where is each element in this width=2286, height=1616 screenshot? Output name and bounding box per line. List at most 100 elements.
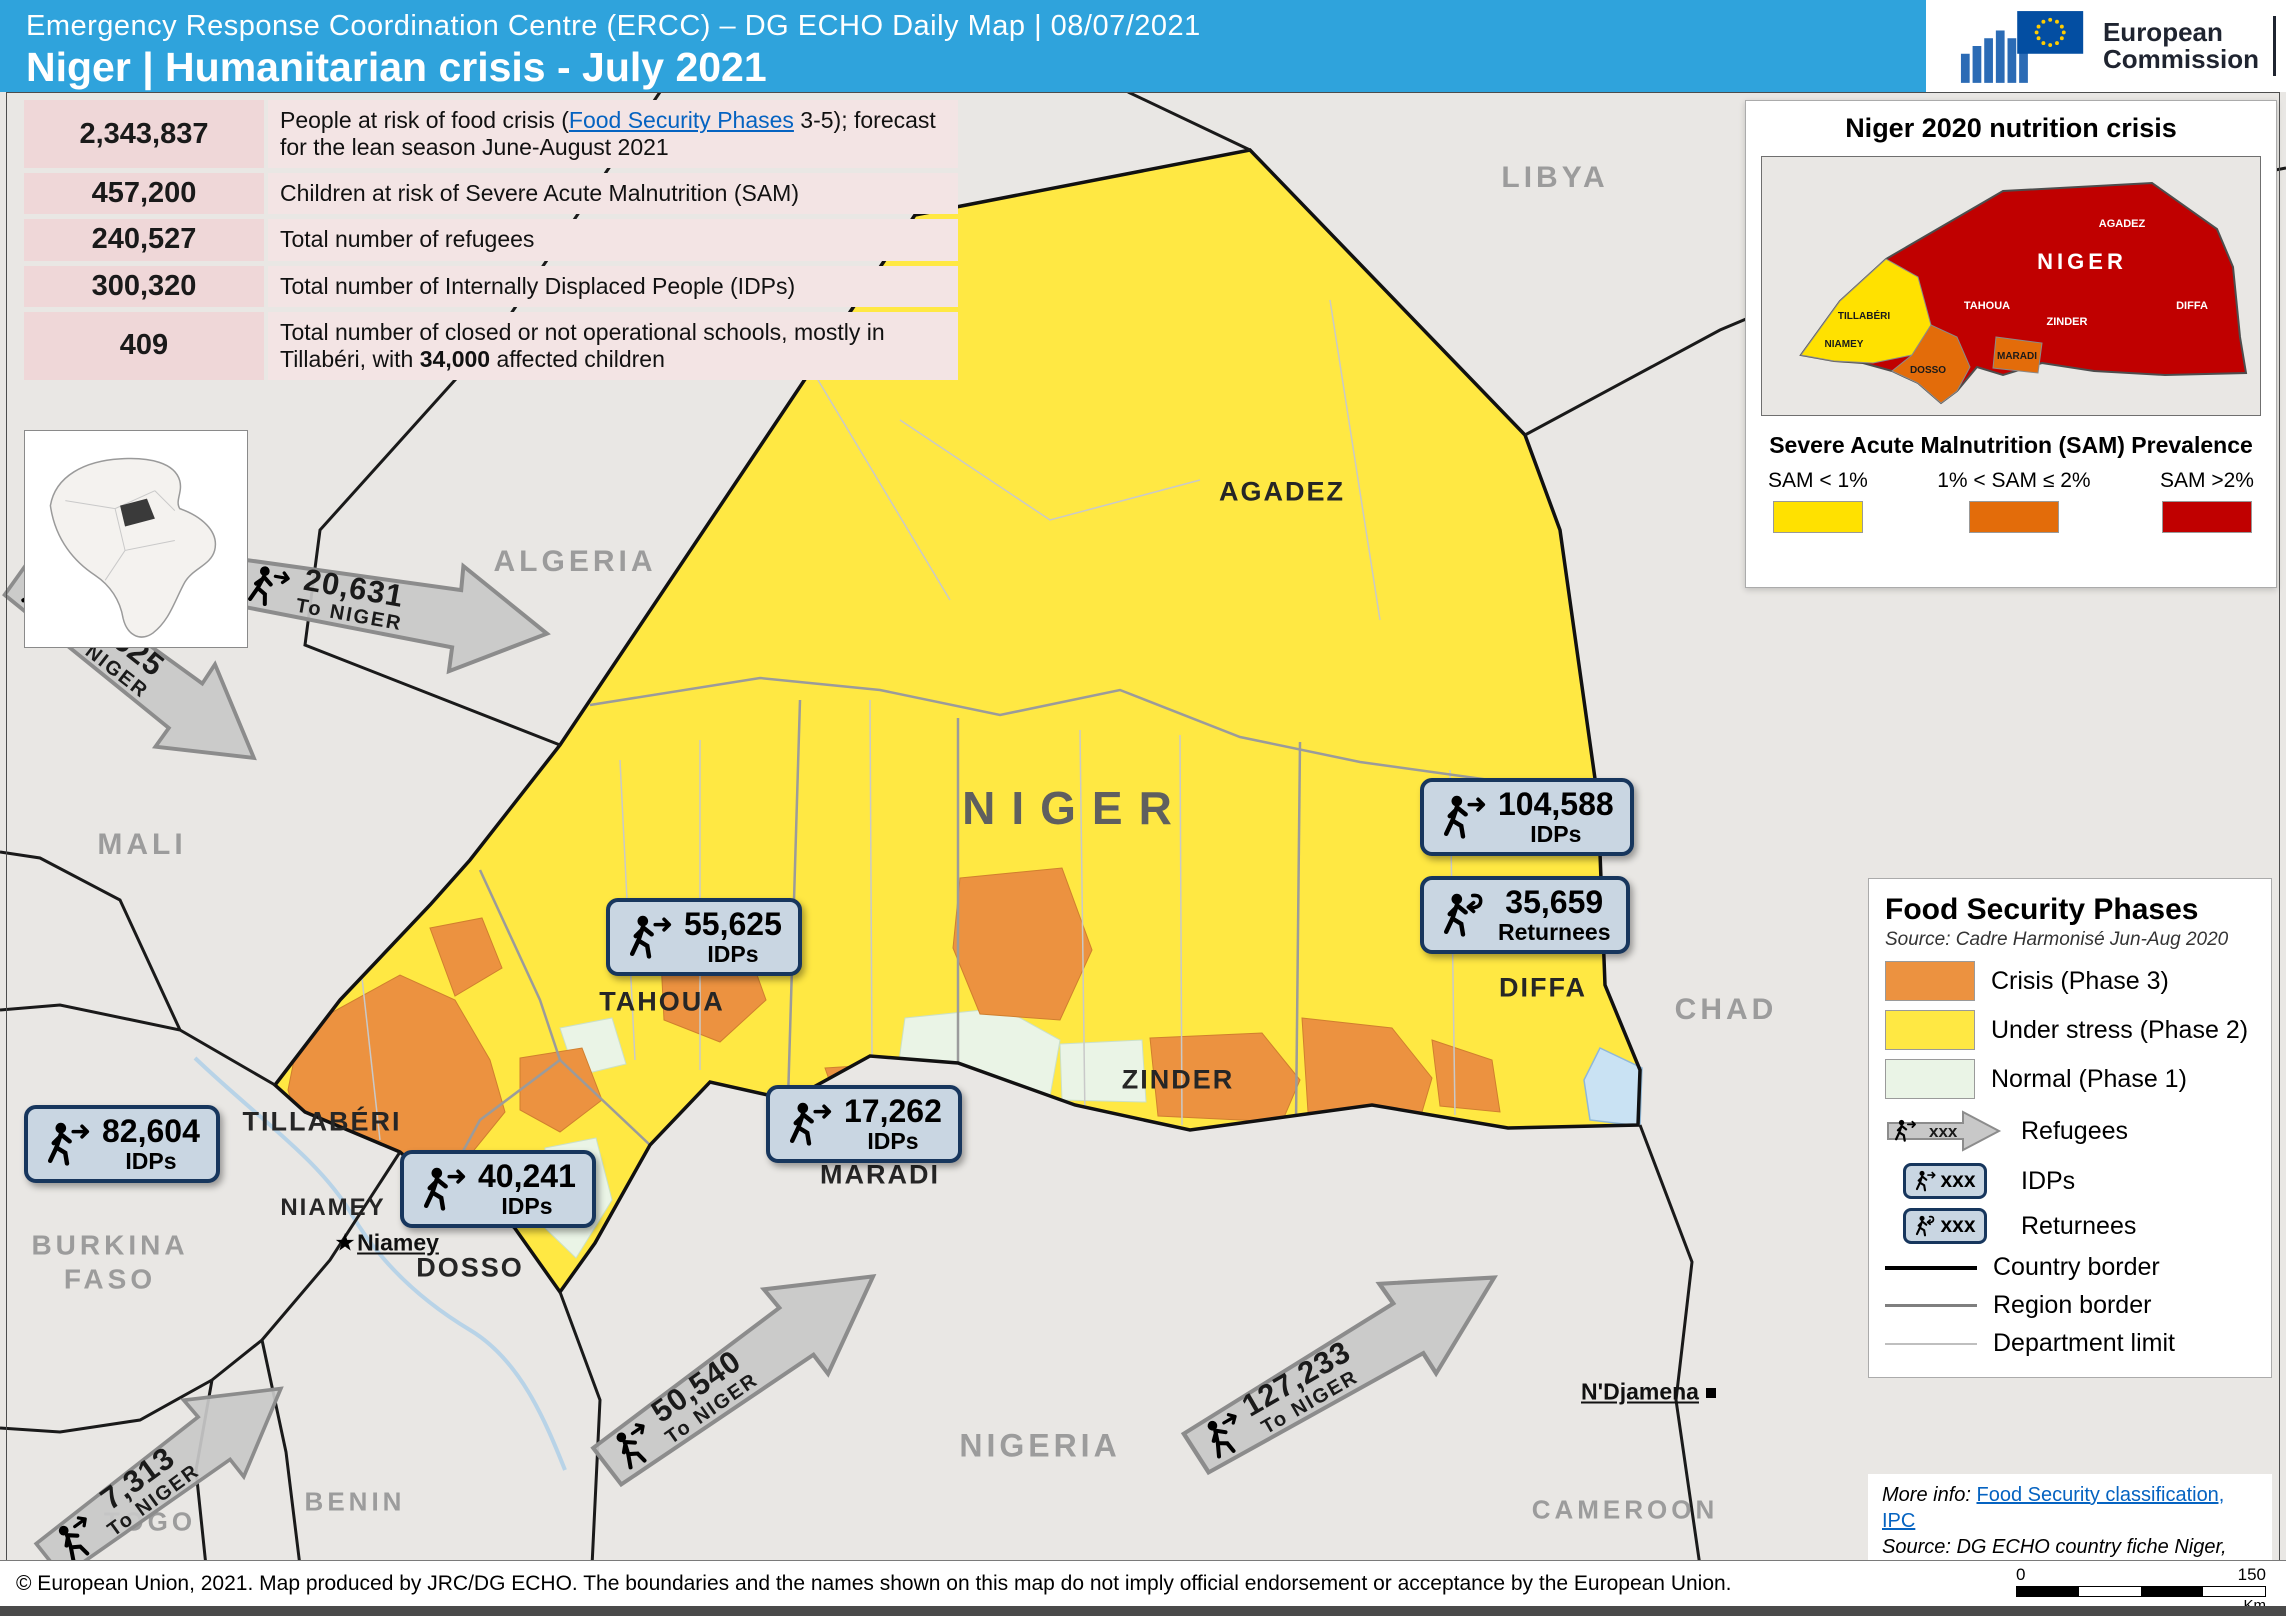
scale-end: 150: [2237, 1565, 2266, 1584]
country-label-nigeria: NIGERIA: [959, 1427, 1121, 1464]
nutrition-label-niamey: NIAMEY: [1825, 339, 1864, 350]
idp-person-icon: [44, 1121, 90, 1167]
idp-count: 82,604: [102, 1113, 200, 1149]
idp-label: IDPs: [867, 1127, 919, 1154]
refugee-person-icon: [1196, 1407, 1253, 1464]
region-label-dosso: DOSSO: [416, 1252, 524, 1283]
legend-item-idps: xxx IDPs: [1885, 1163, 2255, 1199]
region-label-zinder: ZINDER: [1121, 1064, 1235, 1095]
nutrition-label-diffa: DIFFA: [2176, 300, 2208, 312]
scale-segment: [2141, 1587, 2203, 1596]
country-label-niger: NIGER: [962, 782, 1188, 834]
refugee-person-icon: [605, 1417, 663, 1475]
legend-item-label: IDPs: [2021, 1166, 2076, 1195]
stat-row-schools: 409 Total number of closed or not operat…: [24, 311, 958, 380]
ec-logo-icon: [1960, 11, 2084, 83]
ipc-link[interactable]: IPC: [1882, 1510, 1916, 1532]
stat-value: 240,527: [24, 219, 264, 261]
idp-person-icon: [1440, 794, 1486, 840]
legend-item-department-limit: Department limit: [1885, 1329, 2255, 1358]
arrow-shape: [1180, 1275, 1498, 1476]
legend-source: Source: Cadre Harmonisé Jun-Aug 2020: [1885, 929, 2229, 950]
idp-count: 17,262: [844, 1093, 942, 1129]
idp-badge-niamey-dosso: 40,241 IDPs: [400, 1150, 596, 1228]
returnee-badge-symbol: xxx: [1885, 1208, 2005, 1244]
legend-item-label: Crisis (Phase 3): [1991, 966, 2169, 995]
region-label-tahoua: TAHOUA: [599, 986, 725, 1017]
legend-item-label: Department limit: [1993, 1329, 2175, 1357]
region-border-sample: [1885, 1304, 1977, 1307]
idp-badge-maradi: 17,262 IDPs: [766, 1085, 962, 1163]
sam-prevalence-title: Severe Acute Malnutrition (SAM) Prevalen…: [1769, 432, 2253, 458]
country-border-sample: [1885, 1265, 1977, 1270]
sam-legend: SAM < 1% 1% < SAM ≤ 2% SAM >2%: [1768, 469, 2254, 533]
under-stress-swatch: [1885, 1010, 1975, 1050]
africa-niger-highlight: [120, 498, 155, 527]
region-label-agadez: AGADEZ: [1219, 476, 1345, 507]
refugee-arrow-mali-north: 20,631 To NIGER: [217, 520, 563, 695]
nutrition-sam-mid-zone-maradi: [1992, 336, 2043, 374]
ec-logo-box: European Commission: [1926, 0, 2286, 92]
country-label-cameroon: CAMEROON: [1531, 1494, 1719, 1525]
legend-item-label: Normal (Phase 1): [1991, 1064, 2187, 1093]
ndjamena-city-marker-icon: [1706, 1388, 1716, 1398]
region-label-tillaberi: TILLABÉRI: [242, 1106, 402, 1137]
idp-badge-diffa: 104,588 IDPs: [1420, 778, 1634, 856]
sam-class-high: SAM >2%: [2160, 469, 2254, 533]
legend-item-refugees: xxx Refugees: [1885, 1108, 2255, 1154]
idp-count: 40,241: [478, 1158, 576, 1194]
returnee-count: 35,659: [1505, 884, 1604, 920]
region-label-maradi: MARADI: [820, 1159, 940, 1190]
country-label-mali: MALI: [97, 828, 187, 861]
stat-description: Children at risk of Severe Acute Malnutr…: [268, 173, 958, 215]
stat-desc-bold: 34,000: [419, 345, 491, 372]
refugee-xxx: xxx: [1929, 1122, 1958, 1141]
africa-country-lines: [65, 490, 176, 581]
legend-item-label: Region border: [1993, 1291, 2152, 1319]
stat-value: 300,320: [24, 265, 264, 307]
stat-desc-text: 3-5); forecast for the lean season June-…: [280, 107, 936, 161]
arrow-shape: [228, 556, 551, 675]
sam-class-label: SAM >2%: [2160, 469, 2254, 492]
legend-item-crisis: Crisis (Phase 3): [1885, 961, 2255, 1001]
scale-start: 0: [2016, 1565, 2026, 1584]
sam-high-swatch: [2162, 501, 2252, 533]
crisis-swatch: [1885, 961, 1975, 1001]
food-security-phases-link[interactable]: Food Security Phases: [568, 107, 794, 133]
idp-person-icon: [786, 1101, 832, 1147]
nutrition-label-niger: NIGER: [2037, 249, 2127, 274]
stat-row-sam-children: 457,200 Children at risk of Severe Acute…: [24, 173, 958, 215]
niger-river: [193, 1056, 567, 1471]
country-label-benin: BENIN: [304, 1486, 406, 1517]
scale-segment: [2203, 1587, 2265, 1596]
nutrition-sam-mid-zone-dosso: [1891, 324, 1971, 404]
food-security-classification-link[interactable]: Food Security classification,: [1976, 1484, 2225, 1506]
refugee-arrow-nigeria-east: 127,233 To NIGER: [1159, 1224, 1531, 1508]
country-label-libya: LIBYA: [1501, 161, 1609, 194]
africa-map: [25, 431, 245, 645]
normal-swatch: [1885, 1059, 1975, 1099]
idp-badge-symbol: xxx: [1885, 1163, 2005, 1199]
africa-continent-shape: [49, 457, 217, 638]
legend-item-label: Country border: [1993, 1253, 2160, 1281]
stat-desc-text: People at risk of food crisis (: [280, 107, 569, 133]
legend-item-returnees: xxx Returnees: [1885, 1208, 2255, 1244]
refugee-arrow-burkina: 7,313 To NIGER: [11, 1342, 318, 1607]
ec-logo-line2: Commission: [2102, 44, 2259, 74]
department-limit-sample: [1885, 1342, 1977, 1345]
africa-locator-inset: [24, 430, 248, 648]
region-label-diffa: DIFFA: [1499, 972, 1587, 1003]
nutrition-map-box: NIGER AGADEZ TAHOUA ZINDER DIFFA TILLABÉ…: [1761, 156, 2261, 416]
ec-logo-divider: [2273, 16, 2276, 76]
country-label-burkina-faso: BURKINA FASO: [31, 1229, 189, 1294]
stat-value: 457,200: [24, 173, 264, 215]
nutrition-crisis-panel: Niger 2020 nutrition crisis NIGER AGADEZ…: [1745, 100, 2277, 588]
legend-item-under-stress: Under stress (Phase 2): [1885, 1010, 2255, 1050]
legend-item-normal: Normal (Phase 1): [1885, 1059, 2255, 1099]
stat-row-food-crisis: 2,343,837 People at risk of food crisis …: [24, 100, 958, 169]
nutrition-label-agadez: AGADEZ: [2099, 218, 2146, 230]
idp-label: IDPs: [501, 1192, 553, 1219]
stat-description: People at risk of food crisis (Food Secu…: [268, 100, 958, 169]
sam-class-label: SAM < 1%: [1768, 469, 1868, 492]
food-security-legend: Food Security Phases Source: Cadre Harmo…: [1868, 878, 2272, 1378]
